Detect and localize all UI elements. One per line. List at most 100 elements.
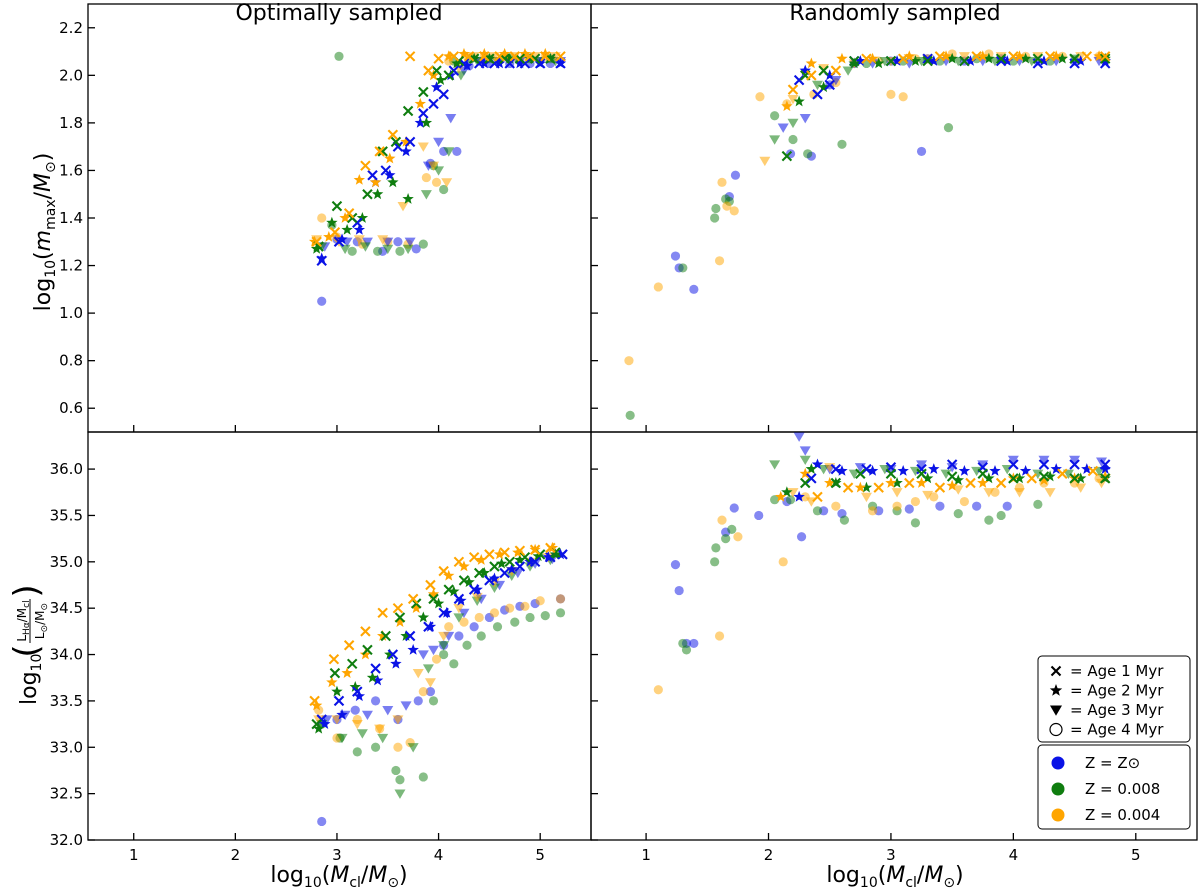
y-tick-label: 0.8 [59, 352, 83, 370]
axes-frame [87, 3, 592, 433]
data-point-age4-Z008 [681, 645, 692, 655]
data-point-age1-Z004 [433, 53, 444, 64]
y-tick-label: 32.5 [50, 785, 83, 803]
svg-text:(: ( [7, 644, 47, 657]
data-point-age4-Z008 [373, 246, 383, 256]
data-point-age2-Zsun [866, 464, 879, 476]
data-point-age1-Zsun [830, 463, 842, 475]
y-tick-label: 35.5 [50, 506, 83, 524]
data-point-age1-Z008 [473, 567, 485, 579]
data-point-age4-Zsun [916, 146, 927, 157]
data-point-age1-Zsun [333, 236, 345, 248]
data-point-age2-Zsun [493, 57, 506, 69]
data-point-age1-Z004 [509, 51, 521, 62]
data-point-age3-Z008 [382, 244, 394, 255]
data-point-age2-Zsun [353, 690, 366, 702]
data-point-age3-Z008 [952, 56, 964, 67]
data-point-age1-Z008 [916, 468, 927, 479]
data-point-age2-Zsun [430, 81, 443, 93]
data-point-age1-Z008 [329, 667, 341, 679]
data-point-age4-Zsun [904, 504, 914, 514]
data-point-age2-Z004 [781, 100, 793, 112]
data-point-age4-Zsun [730, 170, 741, 180]
data-point-age4-Zsun [935, 501, 945, 511]
data-point-age1-Z004 [404, 51, 416, 62]
data-point-age4-Z004 [729, 206, 739, 216]
data-point-age3-Z004 [891, 488, 903, 498]
data-point-age3-Z004 [1075, 483, 1087, 493]
legend-marker-label: = Age 3 Myr [1070, 701, 1164, 719]
data-point-age2-Z008 [793, 95, 805, 107]
data-point-age3-Z008 [377, 733, 389, 744]
data-point-age3-Zsun [417, 650, 429, 660]
data-point-age4-Z004 [714, 631, 725, 641]
data-point-age2-Z008 [417, 611, 430, 623]
data-point-age1-Zsun [946, 459, 958, 470]
data-point-age1-Z004 [529, 544, 541, 556]
data-point-age2-Z004 [866, 52, 879, 64]
data-point-age1-Z004 [374, 146, 385, 157]
data-point-age4-Z004 [393, 742, 403, 752]
data-point-age2-Z008 [848, 57, 860, 69]
data-point-age1-Zsun [824, 79, 835, 91]
data-point-age2-Z004 [799, 467, 811, 479]
data-point-age4-Z008 [898, 56, 908, 66]
data-point-age4-Z008 [803, 149, 813, 159]
data-point-age1-Z004 [1087, 465, 1099, 477]
data-point-age3-Z008 [799, 455, 811, 466]
data-point-age1-Zsun [333, 695, 345, 707]
data-point-age2-Z008 [909, 55, 922, 66]
data-point-age2-Zsun [811, 458, 824, 470]
data-point-age3-Z008 [422, 664, 434, 674]
data-point-age4-Z008 [1033, 499, 1043, 509]
data-point-age1-Z004 [360, 160, 371, 171]
data-point-age3-Z008 [769, 135, 781, 145]
data-point-age3-Zsun [361, 710, 373, 721]
data-point-age1-Z004 [873, 482, 884, 493]
data-point-age1-Zsun [387, 649, 399, 660]
data-point-age4-Z008 [476, 631, 486, 641]
data-point-age4-Zsun [674, 585, 684, 596]
data-point-age4-Z008 [785, 495, 796, 505]
data-point-age3-Z004 [952, 485, 964, 495]
data-point-age4-Z008 [943, 123, 954, 133]
data-point-age4-Z004 [535, 596, 545, 606]
data-point-age2-Z004 [1093, 50, 1105, 62]
data-point-age1-Zsun [380, 165, 391, 176]
data-point-age3-Zsun [799, 446, 811, 456]
data-point-age3-Z008 [339, 244, 351, 255]
data-point-age4-Z008 [334, 51, 344, 61]
legend-color-Zsun [1051, 756, 1065, 770]
data-point-age2-Z004 [326, 676, 338, 688]
data-point-age2-Z004 [519, 47, 531, 59]
data-point-age4-Z008 [711, 543, 721, 553]
data-point-age2-Z004 [940, 50, 952, 62]
data-point-age2-Z004 [854, 481, 867, 493]
data-point-age3-Z008 [848, 469, 860, 479]
xlabel-right: log10(Mcl/M⊙) [826, 863, 963, 890]
axes-frame [590, 3, 1198, 433]
data-point-age2-Z008 [326, 216, 338, 228]
data-point-age1-Z004 [377, 607, 388, 619]
data-point-age3-Z008 [787, 118, 799, 129]
data-point-age2-Zsun [1074, 55, 1087, 66]
data-point-age1-Z004 [934, 482, 946, 493]
data-point-age1-Zsun [529, 556, 541, 568]
data-point-age2-Z008 [384, 648, 396, 660]
data-point-age2-Zsun [1038, 55, 1050, 66]
data-point-age4-Z008 [770, 111, 780, 121]
data-point-age4-Z008 [439, 649, 449, 660]
data-point-age4-Z008 [839, 515, 850, 525]
data-point-age1-Zsun [995, 55, 1007, 67]
data-point-age4-Z008 [972, 54, 982, 64]
data-point-age4-Z008 [788, 134, 798, 145]
data-point-age2-Z004 [775, 490, 787, 502]
data-point-age1-Z008 [781, 150, 793, 162]
data-point-age2-Zsun [854, 55, 867, 66]
data-point-age4-Z008 [492, 622, 503, 632]
data-point-age2-Z008 [891, 477, 903, 488]
data-point-age4-Z008 [678, 263, 688, 273]
data-point-age3-Z004 [351, 719, 363, 730]
data-point-age1-Z008 [418, 86, 429, 98]
data-point-age4-Z008 [525, 612, 535, 623]
